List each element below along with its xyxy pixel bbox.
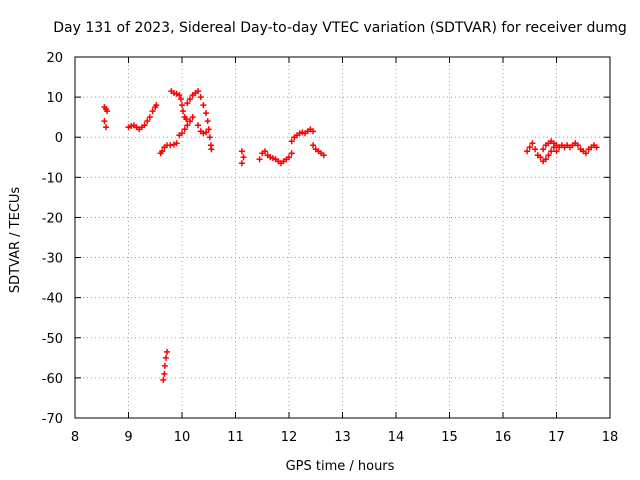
data-point — [184, 122, 191, 129]
data-point — [540, 146, 547, 153]
data-point — [187, 96, 194, 103]
data-point — [176, 92, 183, 99]
data-point — [548, 148, 555, 155]
data-point — [310, 128, 317, 135]
data-point — [204, 118, 211, 125]
data-point — [532, 146, 539, 153]
data-point — [200, 102, 207, 109]
data-point — [189, 114, 196, 121]
data-point — [183, 116, 190, 123]
data-point — [545, 152, 552, 159]
data-point — [256, 156, 263, 163]
data-point — [195, 88, 202, 95]
y-tick-label: -20 — [42, 211, 63, 226]
data-point — [146, 114, 153, 121]
x-tick-label: 15 — [441, 430, 458, 445]
data-point — [103, 124, 110, 131]
x-tick-label: 18 — [602, 430, 619, 445]
y-tick-label: -70 — [42, 412, 63, 427]
data-point — [187, 118, 194, 125]
y-tick-label: 10 — [46, 91, 63, 106]
y-tick-label: -60 — [42, 372, 63, 387]
data-point — [208, 146, 215, 153]
data-point — [288, 150, 295, 157]
data-point — [286, 154, 292, 161]
data-point — [179, 102, 185, 109]
data-point — [526, 144, 533, 151]
x-tick-label: 11 — [227, 430, 244, 445]
data-point — [582, 150, 589, 157]
data-point — [206, 134, 213, 141]
data-point — [240, 154, 247, 161]
x-tick-label: 16 — [495, 430, 512, 445]
y-axis-label: SDTVAR / TECUs — [8, 187, 23, 294]
data-point — [161, 362, 168, 369]
data-point — [195, 122, 202, 129]
data-point — [141, 122, 148, 129]
y-tick-label: -30 — [42, 252, 63, 267]
data-point — [160, 376, 167, 383]
data-point — [542, 156, 549, 163]
x-tick-label: 10 — [174, 430, 191, 445]
x-tick-label: 9 — [124, 430, 132, 445]
data-point — [180, 108, 187, 115]
data-point — [529, 140, 536, 147]
data-point — [181, 126, 188, 133]
data-point — [524, 148, 531, 155]
data-point — [184, 100, 191, 107]
data-point — [159, 148, 166, 155]
data-point — [203, 129, 210, 136]
data-point — [203, 110, 210, 117]
y-tick-label: -40 — [42, 292, 63, 307]
plot-frame — [74, 56, 611, 419]
data-point — [574, 142, 581, 149]
data-point — [162, 354, 169, 361]
data-point — [261, 148, 268, 155]
data-point — [238, 148, 245, 155]
data-point — [167, 142, 174, 149]
x-tick-label: 17 — [548, 430, 565, 445]
data-point — [153, 102, 160, 109]
data-points — [101, 88, 600, 383]
data-point — [205, 126, 212, 133]
data-point — [164, 348, 171, 355]
data-point — [197, 94, 204, 101]
data-point — [310, 142, 317, 149]
y-tick-label: -50 — [42, 332, 63, 347]
data-point — [104, 108, 111, 115]
x-tick-label: 14 — [388, 430, 405, 445]
x-tick-label: 13 — [334, 430, 351, 445]
x-axis-label: GPS time / hours — [286, 459, 395, 474]
y-tick-label: 20 — [46, 51, 63, 66]
x-tick-label: 8 — [71, 430, 79, 445]
data-point — [288, 138, 295, 145]
x-tick-label: 12 — [281, 430, 298, 445]
data-point — [238, 160, 245, 167]
data-point — [173, 140, 180, 147]
data-point — [144, 118, 151, 125]
y-tick-label: -10 — [42, 171, 63, 186]
data-point — [550, 140, 557, 147]
data-point — [179, 130, 185, 137]
data-point — [149, 108, 156, 115]
y-tick-label: 0 — [55, 131, 63, 146]
data-point — [161, 370, 168, 377]
data-point — [320, 152, 327, 159]
data-point — [537, 154, 544, 161]
data-point — [553, 148, 560, 155]
data-point — [177, 96, 184, 103]
tick-layer: 8 9 10 11 12 13 14 15 16 17 18 20 10 0 -10 -20 -30 -40 -50… — [42, 51, 619, 445]
data-point — [593, 144, 600, 151]
chart-title: Day 131 of 2023, Sidereal Day-to-day VTE… — [53, 20, 627, 36]
data-point — [101, 118, 108, 125]
